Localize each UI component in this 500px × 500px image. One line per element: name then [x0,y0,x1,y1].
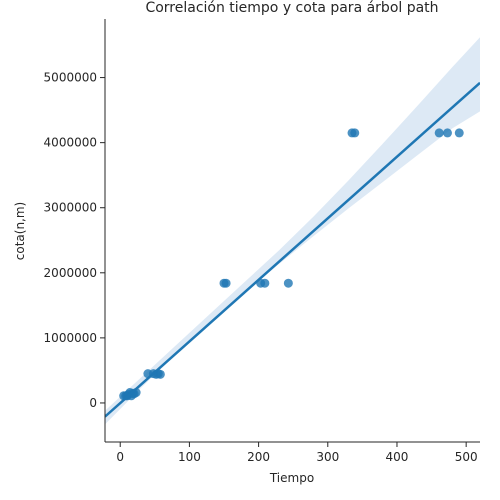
y-axis-label: cota(n,m) [13,202,27,260]
data-point [221,278,231,288]
data-point [434,128,444,138]
plot-area [105,37,480,425]
y-ticks: 0 1000000 2000000 3000000 4000000 5000000 [44,71,105,410]
data-point [350,128,360,138]
x-tick-label: 400 [386,450,409,464]
y-tick-label: 4000000 [44,136,97,150]
y-tick-label: 5000000 [44,71,97,85]
y-tick-label: 2000000 [44,266,97,280]
y-tick-label: 3000000 [44,201,97,215]
x-axis-label: Tiempo [269,471,314,485]
data-point [454,128,464,138]
x-ticks: 0 100 200 300 400 500 [116,442,478,464]
x-tick-label: 200 [247,450,270,464]
data-point [442,128,452,138]
y-tick-label: 0 [89,396,97,410]
confidence-band [105,37,480,425]
x-tick-label: 500 [455,450,478,464]
chart-title: Correlación tiempo y cota para árbol pat… [145,0,438,16]
regression-line [105,81,480,418]
x-tick-label: 0 [116,450,124,464]
x-tick-label: 100 [178,450,201,464]
data-point [283,278,293,288]
data-point [155,369,165,379]
y-tick-label: 1000000 [44,331,97,345]
x-tick-label: 300 [316,450,339,464]
data-point [260,278,270,288]
